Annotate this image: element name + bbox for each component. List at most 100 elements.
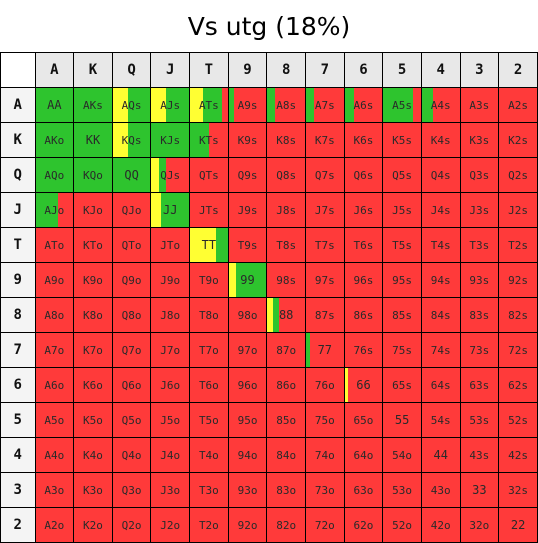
hand-cell-Q2s[interactable]: Q2s [498, 157, 538, 193]
hand-cell-T7o[interactable]: T7o [189, 332, 229, 368]
hand-cell-J4s[interactable]: J4s [420, 192, 461, 228]
hand-cell-K9o[interactable]: K9o [73, 262, 113, 298]
hand-cell-94o[interactable]: 94o [227, 437, 268, 473]
hand-cell-55[interactable]: 55 [382, 402, 422, 438]
hand-cell-65o[interactable]: 65o [343, 402, 384, 438]
hand-cell-Q4s[interactable]: Q4s [420, 157, 461, 193]
hand-cell-63s[interactable]: 63s [459, 367, 500, 403]
hand-cell-A9s[interactable]: A9s [227, 87, 268, 123]
hand-cell-J9o[interactable]: J9o [150, 262, 191, 298]
hand-cell-Q6s[interactable]: Q6s [343, 157, 384, 193]
hand-cell-Q5s[interactable]: Q5s [382, 157, 422, 193]
hand-cell-K2o[interactable]: K2o [73, 507, 113, 543]
hand-cell-A6o[interactable]: A6o [34, 367, 75, 403]
hand-cell-T4o[interactable]: T4o [189, 437, 229, 473]
hand-cell-T8o[interactable]: T8o [189, 297, 229, 333]
hand-cell-96o[interactable]: 96o [227, 367, 268, 403]
hand-cell-T2o[interactable]: T2o [189, 507, 229, 543]
hand-cell-73o[interactable]: 73o [304, 472, 345, 508]
hand-cell-J5s[interactable]: J5s [382, 192, 422, 228]
hand-cell-65s[interactable]: 65s [382, 367, 422, 403]
hand-cell-T5o[interactable]: T5o [189, 402, 229, 438]
hand-cell-A5o[interactable]: A5o [34, 402, 75, 438]
hand-cell-QQ[interactable]: QQ [111, 157, 152, 193]
hand-cell-A5s[interactable]: A5s [382, 87, 422, 123]
hand-cell-Q8s[interactable]: Q8s [266, 157, 306, 193]
hand-cell-K8o[interactable]: K8o [73, 297, 113, 333]
hand-cell-T5s[interactable]: T5s [382, 227, 422, 263]
hand-cell-85s[interactable]: 85s [382, 297, 422, 333]
hand-cell-44[interactable]: 44 [420, 437, 461, 473]
hand-cell-A8o[interactable]: A8o [34, 297, 75, 333]
hand-cell-76o[interactable]: 76o [304, 367, 345, 403]
hand-cell-86s[interactable]: 86s [343, 297, 384, 333]
hand-cell-Q3o[interactable]: Q3o [111, 472, 152, 508]
hand-cell-97o[interactable]: 97o [227, 332, 268, 368]
hand-cell-QJs[interactable]: QJs [150, 157, 191, 193]
hand-cell-94s[interactable]: 94s [420, 262, 461, 298]
hand-cell-87o[interactable]: 87o [266, 332, 306, 368]
hand-cell-98o[interactable]: 98o [227, 297, 268, 333]
hand-cell-22[interactable]: 22 [498, 507, 538, 543]
hand-cell-64o[interactable]: 64o [343, 437, 384, 473]
hand-cell-T3o[interactable]: T3o [189, 472, 229, 508]
hand-cell-88[interactable]: 88 [266, 297, 306, 333]
hand-cell-J3s[interactable]: J3s [459, 192, 500, 228]
hand-cell-K6s[interactable]: K6s [343, 122, 384, 158]
hand-cell-A7o[interactable]: A7o [34, 332, 75, 368]
hand-cell-J8s[interactable]: J8s [266, 192, 306, 228]
hand-cell-85o[interactable]: 85o [266, 402, 306, 438]
hand-cell-77[interactable]: 77 [304, 332, 345, 368]
hand-cell-AA[interactable]: AA [34, 87, 75, 123]
hand-cell-T9o[interactable]: T9o [189, 262, 229, 298]
hand-cell-Q4o[interactable]: Q4o [111, 437, 152, 473]
hand-cell-TT[interactable]: TT [189, 227, 229, 263]
hand-cell-32s[interactable]: 32s [498, 472, 538, 508]
hand-cell-J9s[interactable]: J9s [227, 192, 268, 228]
hand-cell-J7o[interactable]: J7o [150, 332, 191, 368]
hand-cell-KTo[interactable]: KTo [73, 227, 113, 263]
hand-cell-J2o[interactable]: J2o [150, 507, 191, 543]
hand-cell-87s[interactable]: 87s [304, 297, 345, 333]
hand-cell-73s[interactable]: 73s [459, 332, 500, 368]
hand-cell-42o[interactable]: 42o [420, 507, 461, 543]
hand-cell-A9o[interactable]: A9o [34, 262, 75, 298]
hand-cell-Q9o[interactable]: Q9o [111, 262, 152, 298]
hand-cell-74o[interactable]: 74o [304, 437, 345, 473]
hand-cell-99[interactable]: 99 [227, 262, 268, 298]
hand-cell-J6o[interactable]: J6o [150, 367, 191, 403]
hand-cell-AKs[interactable]: AKs [73, 87, 113, 123]
hand-cell-42s[interactable]: 42s [498, 437, 538, 473]
hand-cell-K6o[interactable]: K6o [73, 367, 113, 403]
hand-cell-T2s[interactable]: T2s [498, 227, 538, 263]
hand-cell-A3o[interactable]: A3o [34, 472, 75, 508]
hand-cell-Q3s[interactable]: Q3s [459, 157, 500, 193]
hand-cell-A4s[interactable]: A4s [420, 87, 461, 123]
hand-cell-AQo[interactable]: AQo [34, 157, 75, 193]
hand-cell-92o[interactable]: 92o [227, 507, 268, 543]
hand-cell-J8o[interactable]: J8o [150, 297, 191, 333]
hand-cell-33[interactable]: 33 [459, 472, 500, 508]
hand-cell-Q5o[interactable]: Q5o [111, 402, 152, 438]
hand-cell-66[interactable]: 66 [343, 367, 384, 403]
hand-cell-T9s[interactable]: T9s [227, 227, 268, 263]
hand-cell-A2o[interactable]: A2o [34, 507, 75, 543]
hand-cell-K5s[interactable]: K5s [382, 122, 422, 158]
hand-cell-K3s[interactable]: K3s [459, 122, 500, 158]
hand-cell-T7s[interactable]: T7s [304, 227, 345, 263]
hand-cell-J2s[interactable]: J2s [498, 192, 538, 228]
hand-cell-62s[interactable]: 62s [498, 367, 538, 403]
hand-cell-AQs[interactable]: AQs [111, 87, 152, 123]
hand-cell-KQs[interactable]: KQs [111, 122, 152, 158]
hand-cell-QTs[interactable]: QTs [189, 157, 229, 193]
hand-cell-A3s[interactable]: A3s [459, 87, 500, 123]
hand-cell-KK[interactable]: KK [73, 122, 113, 158]
hand-cell-K4s[interactable]: K4s [420, 122, 461, 158]
hand-cell-QTo[interactable]: QTo [111, 227, 152, 263]
hand-cell-K7o[interactable]: K7o [73, 332, 113, 368]
hand-cell-QJo[interactable]: QJo [111, 192, 152, 228]
hand-cell-92s[interactable]: 92s [498, 262, 538, 298]
hand-cell-Q9s[interactable]: Q9s [227, 157, 268, 193]
hand-cell-Q7o[interactable]: Q7o [111, 332, 152, 368]
hand-cell-T6o[interactable]: T6o [189, 367, 229, 403]
